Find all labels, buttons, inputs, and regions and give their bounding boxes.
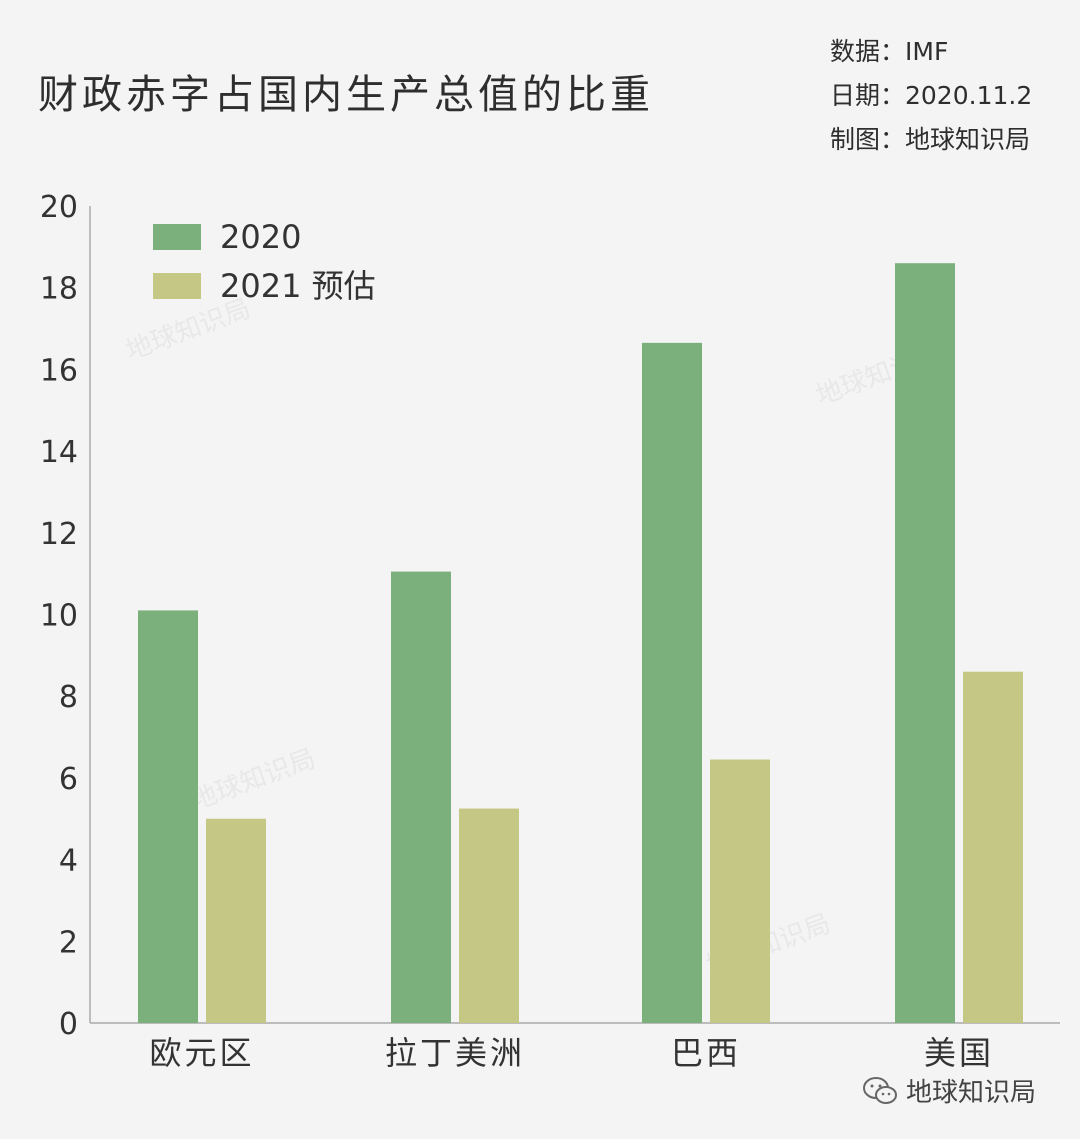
- y-tick-label: 2: [59, 925, 78, 960]
- y-tick-label: 6: [59, 762, 78, 797]
- legend-label: 2021 预估: [220, 267, 376, 305]
- source-info: 数据：IMF 日期：2020.11.2 制图：地球知识局: [830, 30, 1032, 162]
- y-tick-label: 0: [59, 1007, 78, 1042]
- bar-series-2020: [138, 610, 198, 1023]
- legend-label: 2020: [220, 218, 301, 256]
- y-tick-label: 4: [59, 844, 78, 879]
- legend-swatch: [153, 273, 201, 299]
- bar-series-2020: [391, 571, 451, 1023]
- y-tick-label: 10: [40, 599, 78, 634]
- y-tick-label: 18: [40, 272, 78, 307]
- credit-line: 制图：地球知识局: [830, 125, 1031, 154]
- y-tick-label: 8: [59, 680, 78, 715]
- date-line: 日期：2020.11.2: [830, 81, 1033, 110]
- footer-brand-label: 地球知识局: [906, 1078, 1037, 1108]
- y-tick-label: 14: [40, 435, 78, 470]
- x-category-label: 拉丁美洲: [385, 1034, 525, 1072]
- y-tick-label: 12: [40, 517, 78, 552]
- bar-series-2021: [710, 759, 770, 1023]
- bar-series-2020: [895, 263, 955, 1023]
- legend-swatch: [153, 224, 201, 250]
- bar-series-2021: [206, 818, 266, 1023]
- x-category-label: 美国: [924, 1034, 994, 1072]
- bar-series-2021: [459, 808, 519, 1023]
- wechat-icon: [863, 1076, 897, 1104]
- y-tick-label: 20: [40, 190, 78, 225]
- source-line: 数据：IMF: [830, 37, 949, 66]
- watermark-text: 地球知识局: [187, 744, 319, 817]
- bar-series-2021: [963, 671, 1023, 1023]
- bar-series-2020: [642, 342, 702, 1023]
- x-category-label: 巴西: [671, 1034, 741, 1072]
- x-category-label: 欧元区: [149, 1034, 254, 1072]
- y-tick-label: 16: [40, 353, 78, 388]
- footer-brand: 地球知识局: [862, 1072, 1036, 1109]
- chart-title: 财政赤字占国内生产总值的比重: [38, 72, 654, 118]
